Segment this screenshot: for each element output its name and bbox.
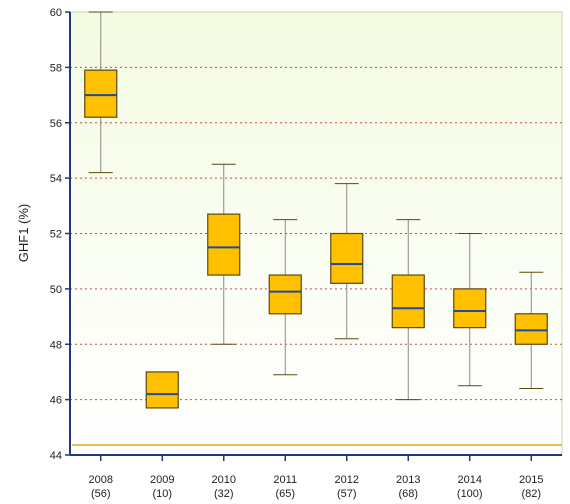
y-tick-label: 60: [50, 7, 62, 19]
x-tick-count: (65): [275, 488, 295, 500]
box-iqr: [453, 288, 487, 329]
x-tick-count: (68): [398, 488, 418, 500]
box-iqr: [514, 313, 548, 345]
y-axis-label: GHF1 (%): [16, 204, 31, 263]
box-2010: [207, 163, 241, 345]
box-2009: [145, 371, 179, 409]
box-2014: [453, 233, 487, 387]
y-ticks: 44 46 48 50 52 54 56 58 60: [50, 7, 70, 462]
y-tick-label: 48: [50, 339, 62, 351]
box-iqr: [391, 274, 425, 329]
box-iqr: [330, 232, 364, 284]
x-tick-year: 2013: [396, 474, 420, 486]
x-tick-year: 2010: [212, 474, 236, 486]
x-tick-count: (32): [214, 488, 234, 500]
x-tick-count: (56): [91, 488, 111, 500]
x-tick-year: 2014: [458, 474, 482, 486]
x-ticks: 2008 (56) 2009 (10) 2010 (32) 2011 (65) 2012 (57)…: [89, 455, 543, 500]
x-tick-count: (100): [457, 488, 483, 500]
box-iqr: [84, 69, 118, 118]
box-2012: [330, 183, 364, 340]
box-iqr: [268, 274, 302, 315]
y-tick-label: 46: [50, 395, 62, 407]
y-tick-label: 44: [50, 450, 62, 462]
boxes: [84, 11, 548, 409]
y-tick-label: 52: [50, 229, 62, 241]
y-tick-label: 58: [50, 62, 62, 74]
x-tick-count: (82): [521, 488, 541, 500]
box-2011: [268, 219, 302, 376]
box-iqr: [145, 371, 179, 409]
x-tick-count: (57): [337, 488, 357, 500]
y-tick-label: 50: [50, 284, 62, 296]
x-tick-year: 2015: [519, 474, 543, 486]
box-2015: [514, 271, 548, 390]
box-2013: [391, 219, 425, 401]
x-tick-year: 2009: [150, 474, 174, 486]
box-iqr: [207, 213, 241, 276]
x-tick-year: 2012: [335, 474, 359, 486]
box-2008: [84, 11, 118, 174]
y-tick-label: 54: [50, 173, 62, 185]
x-tick-year: 2011: [273, 474, 297, 486]
y-tick-label: 56: [50, 118, 62, 130]
x-tick-count: (10): [152, 488, 172, 500]
x-tick-year: 2008: [89, 474, 113, 486]
